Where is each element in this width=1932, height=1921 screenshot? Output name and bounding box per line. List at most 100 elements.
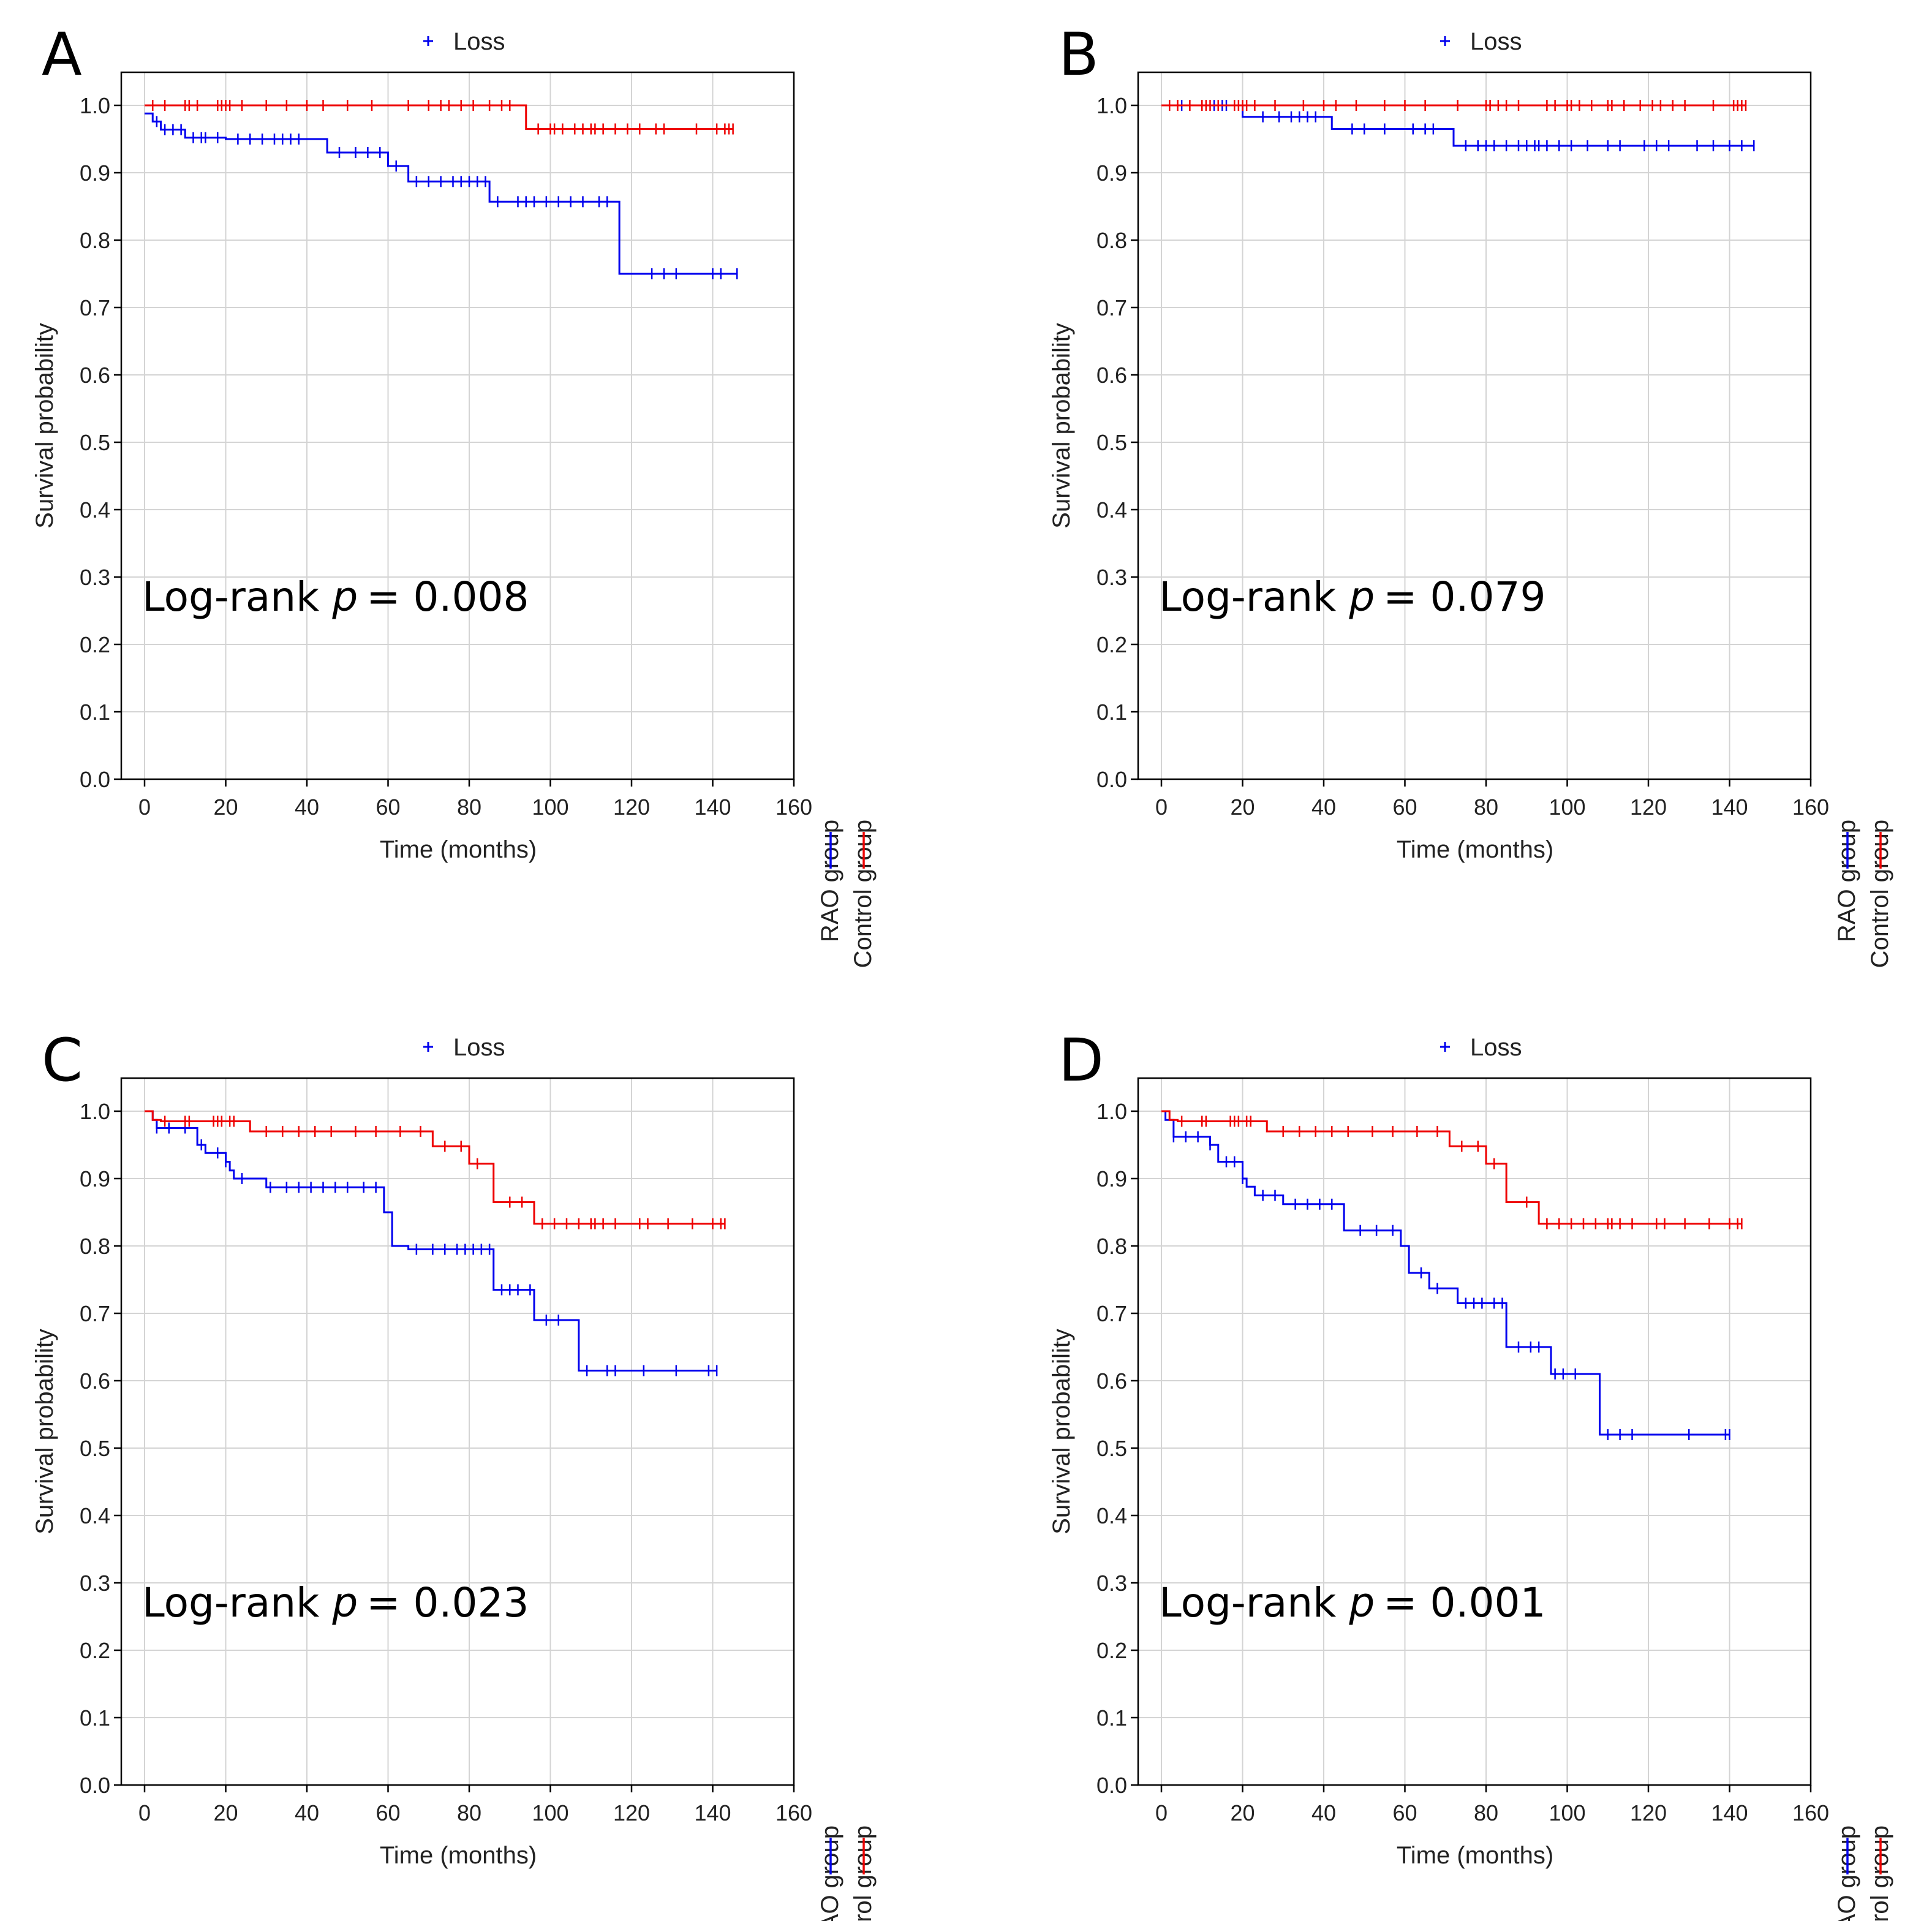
plot-area (121, 72, 794, 779)
survival-curve (145, 1110, 725, 1225)
series-control-group (1161, 1110, 1743, 1229)
x-tick-label: 140 (694, 794, 731, 820)
logrank-annotation: Log-rank p = 0.079 (1159, 573, 1545, 621)
panel-letter: B (1058, 20, 1099, 89)
x-tick-label: 40 (295, 794, 319, 820)
series-rao-group (1161, 100, 1755, 151)
plot-frame (120, 1077, 795, 1786)
panel-letter: A (42, 20, 82, 89)
x-axis: 0 20 40 60 80 100 120 140 160 (1155, 1785, 1829, 1825)
x-tick-label: 80 (457, 1800, 481, 1825)
x-tick-label: 120 (1630, 1800, 1667, 1825)
y-tick-label: 0.1 (1096, 1705, 1127, 1730)
legend-top: Loss (423, 28, 505, 55)
y-axis-title: Survival probability (31, 323, 58, 529)
x-axis: 0 20 40 60 80 100 120 140 160 (138, 1785, 812, 1825)
x-tick-label: 20 (1230, 794, 1255, 820)
y-axis: 0.0 0.1 0.2 0.3 0.4 0.5 0.6 0.7 0.8 0.9 1.0 (1096, 1099, 1138, 1798)
logrank-annotation: Log-rank p = 0.023 (142, 1579, 529, 1626)
y-tick-label: 0.7 (80, 1301, 110, 1326)
x-axis-title: Time (months) (1397, 1842, 1553, 1869)
y-tick-label: 1.0 (1096, 93, 1127, 118)
y-tick-label: 0.8 (1096, 228, 1127, 253)
y-axis: 0.0 0.1 0.2 0.3 0.4 0.5 0.6 0.7 0.8 0.9 1.0 (1096, 93, 1138, 792)
plot-frame (1137, 1077, 1812, 1786)
series-rao-group (145, 112, 738, 279)
series-control-group (145, 1110, 726, 1229)
x-tick-label: 160 (775, 1800, 812, 1825)
y-axis-title: Survival probability (1048, 323, 1075, 529)
y-tick-label: 0.1 (80, 1705, 110, 1730)
logrank-p-symbol: p (331, 1579, 358, 1626)
y-tick-label: 0.2 (80, 1638, 110, 1663)
legend-marker (1440, 36, 1450, 46)
legend-title: Loss (1470, 28, 1522, 55)
x-tick-label: 0 (1155, 794, 1168, 820)
y-tick-label: 0.5 (80, 430, 110, 455)
y-tick-label: 0.2 (1096, 1638, 1127, 1663)
y-axis-title: Survival probability (1048, 1329, 1075, 1534)
y-tick-label: 0.3 (80, 565, 110, 590)
survival-curve (145, 1110, 717, 1372)
x-tick-label: 100 (532, 794, 568, 820)
plot-frame (1137, 71, 1812, 780)
series-control-group (1161, 100, 1747, 111)
x-axis-title: Time (months) (1397, 836, 1553, 863)
legend-marker (423, 36, 433, 46)
y-tick-label: 0.5 (1096, 1436, 1127, 1461)
panel-d: D Loss 0.0 0.1 0.2 0.3 0.4 0.5 0.6 0.7 0.8 0.9 1.0 0 2… (1048, 1026, 1893, 1921)
y-axis: 0.0 0.1 0.2 0.3 0.4 0.5 0.6 0.7 0.8 0.9 1.0 (80, 93, 121, 792)
x-tick-label: 160 (775, 794, 812, 820)
y-tick-label: 0.4 (80, 1503, 110, 1528)
panel-b: B Loss 0.0 0.1 0.2 0.3 0.4 0.5 0.6 0.7 0.8 0.9 1.0 0 2… (1048, 20, 1893, 968)
y-tick-label: 0.4 (1096, 1503, 1127, 1528)
y-tick-label: 0.2 (80, 632, 110, 657)
y-tick-label: 0.6 (80, 363, 110, 388)
y-tick-label: 0.5 (1096, 430, 1127, 455)
x-tick-label: 40 (1311, 1800, 1336, 1825)
survival-curve (1161, 1110, 1742, 1225)
y-tick-label: 1.0 (80, 1099, 110, 1124)
series-rao-group (1161, 1110, 1730, 1440)
series-control-group (145, 100, 734, 135)
logrank-prefix: Log-rank (142, 573, 332, 621)
y-tick-label: 0.0 (80, 767, 110, 792)
y-tick-label: 0.4 (80, 497, 110, 523)
y-tick-label: 0.9 (80, 1166, 110, 1191)
x-tick-label: 100 (532, 1800, 568, 1825)
x-tick-label: 60 (375, 794, 400, 820)
y-tick-label: 0.2 (1096, 632, 1127, 657)
legend-title: Loss (1470, 1034, 1522, 1061)
logrank-p-value: = 0.023 (366, 1579, 529, 1626)
legend-top: Loss (1440, 1034, 1522, 1061)
panel-a: A Loss 0.0 0.1 0.2 0.3 0.4 0.5 0.6 0.7 0.8 0.9 1.0 0 2… (31, 20, 877, 968)
x-tick-label: 160 (1792, 794, 1829, 820)
x-tick-label: 40 (1311, 794, 1336, 820)
logrank-annotation: Log-rank p = 0.001 (1159, 1579, 1545, 1626)
logrank-p-symbol: p (1348, 573, 1375, 621)
panel-letter: D (1058, 1026, 1104, 1095)
plot-frame (120, 71, 795, 780)
plot-area (121, 1078, 794, 1785)
legend-marker (423, 1042, 433, 1052)
y-tick-label: 0.3 (1096, 565, 1127, 590)
y-tick-label: 0.8 (1096, 1234, 1127, 1259)
y-axis: 0.0 0.1 0.2 0.3 0.4 0.5 0.6 0.7 0.8 0.9 1.0 (80, 1099, 121, 1798)
x-tick-label: 140 (694, 1800, 731, 1825)
y-tick-label: 0.5 (80, 1436, 110, 1461)
x-axis: 0 20 40 60 80 100 120 140 160 (138, 779, 812, 820)
y-tick-label: 0.9 (1096, 1166, 1127, 1191)
logrank-prefix: Log-rank (142, 1579, 332, 1626)
y-tick-label: 0.7 (80, 295, 110, 320)
x-tick-label: 120 (1630, 794, 1667, 820)
x-tick-label: 80 (457, 794, 481, 820)
x-tick-label: 20 (213, 1800, 238, 1825)
legend-marker (1440, 1042, 1450, 1052)
legend-title: Loss (453, 1034, 505, 1061)
logrank-p-symbol: p (1348, 1579, 1375, 1626)
x-tick-label: 140 (1711, 794, 1748, 820)
x-tick-label: 80 (1474, 794, 1498, 820)
